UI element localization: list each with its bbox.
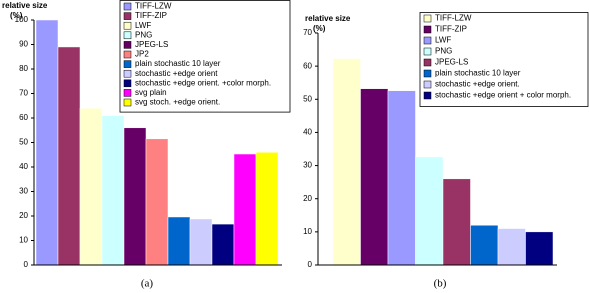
y-tick-label: 50 (303, 94, 312, 103)
legend-label: JP2 (135, 50, 149, 59)
legend-swatch (423, 36, 432, 45)
y-tick-label: 60 (303, 61, 312, 70)
y-axis-unit: (%) (313, 24, 326, 33)
legend-swatch (423, 80, 432, 89)
bar (35, 19, 59, 266)
y-tick-label: 30 (19, 187, 28, 196)
legend-swatch (123, 79, 132, 88)
y-tick-label: 0 (308, 260, 313, 269)
bar (415, 156, 444, 266)
y-tick-label: 70 (19, 89, 28, 98)
legend-label: PNG (135, 30, 152, 39)
bar (101, 115, 125, 266)
legend-label: JPEG-LS (435, 58, 468, 67)
legend-label: LWF (135, 21, 151, 30)
legend-label: plain stochastic 10 layer (135, 59, 221, 68)
legend-label: TIFF-LZW (435, 14, 472, 23)
y-tick-label: 70 (303, 28, 312, 37)
legend-swatch (423, 47, 432, 56)
legend-label: plain stochastic 10 layer (435, 69, 521, 78)
legend-swatch (423, 58, 432, 67)
y-tick-label: 20 (19, 211, 28, 220)
y-tick-label: 10 (19, 236, 28, 245)
y-tick-label: 30 (303, 161, 312, 170)
legend-swatch (123, 69, 132, 78)
legend-swatch (123, 50, 132, 59)
legend-label: TIFF-LZW (135, 2, 172, 11)
bar (167, 216, 191, 266)
legend-swatch (123, 98, 132, 107)
caption: (b) (434, 278, 447, 290)
bar (233, 153, 257, 266)
legend-swatch (123, 41, 132, 49)
bar (387, 90, 416, 266)
y-tick-label: 20 (303, 194, 312, 203)
legend-swatch (123, 60, 132, 68)
y-tick-label: 10 (303, 227, 312, 236)
y-tick-label: 60 (19, 113, 28, 122)
legend-swatch (423, 69, 432, 78)
legend-label: JPEG-LS (135, 40, 168, 49)
bar (332, 58, 361, 266)
legend-label: stochastic +edge orient. (435, 80, 520, 89)
bar (57, 46, 81, 266)
bar (123, 127, 147, 266)
bar (470, 224, 499, 266)
legend-swatch (123, 21, 132, 30)
bar (189, 218, 213, 266)
bar (442, 178, 471, 266)
y-tick-label: 50 (19, 138, 28, 147)
legend-swatch (123, 89, 132, 97)
bar (211, 223, 235, 266)
legend-label: LWF (435, 36, 451, 45)
y-tick-label: 40 (19, 162, 28, 171)
y-axis-label: relative size (305, 14, 351, 23)
legend-swatch (123, 12, 132, 20)
legend-label: svg plain (135, 88, 167, 97)
bar (360, 88, 389, 266)
legend-label: stochastic +edge orient (135, 69, 218, 78)
legend-swatch (423, 14, 432, 23)
bar (497, 228, 526, 266)
legend-box (419, 12, 589, 107)
y-tick-label: 90 (19, 40, 28, 49)
bar (145, 138, 169, 266)
y-tick-label: 80 (19, 64, 28, 73)
bar (255, 152, 279, 266)
legend-box (119, 0, 291, 113)
bar (525, 231, 554, 266)
y-axis-unit: (%) (10, 11, 23, 20)
y-tick-label: 0 (24, 260, 29, 269)
legend-swatch (423, 91, 432, 100)
legend-label: TIFF-ZIP (135, 11, 167, 20)
legend-label: svg stoch. +edge orient. (135, 98, 220, 107)
legend-label: PNG (435, 47, 452, 56)
legend-swatch (423, 25, 432, 34)
legend-swatch (123, 2, 132, 11)
bar (79, 107, 103, 266)
y-tick-label: 100 (15, 15, 29, 24)
legend-label: stochastic +edge orient + color morph. (435, 91, 571, 100)
legend-label: stochastic +edge orient. +color morph. (135, 78, 271, 87)
y-axis-label: relative size (2, 1, 48, 10)
legend-label: TIFF-ZIP (435, 25, 467, 34)
y-tick-label: 40 (303, 128, 312, 137)
caption: (a) (141, 278, 154, 290)
legend-swatch (123, 31, 132, 40)
